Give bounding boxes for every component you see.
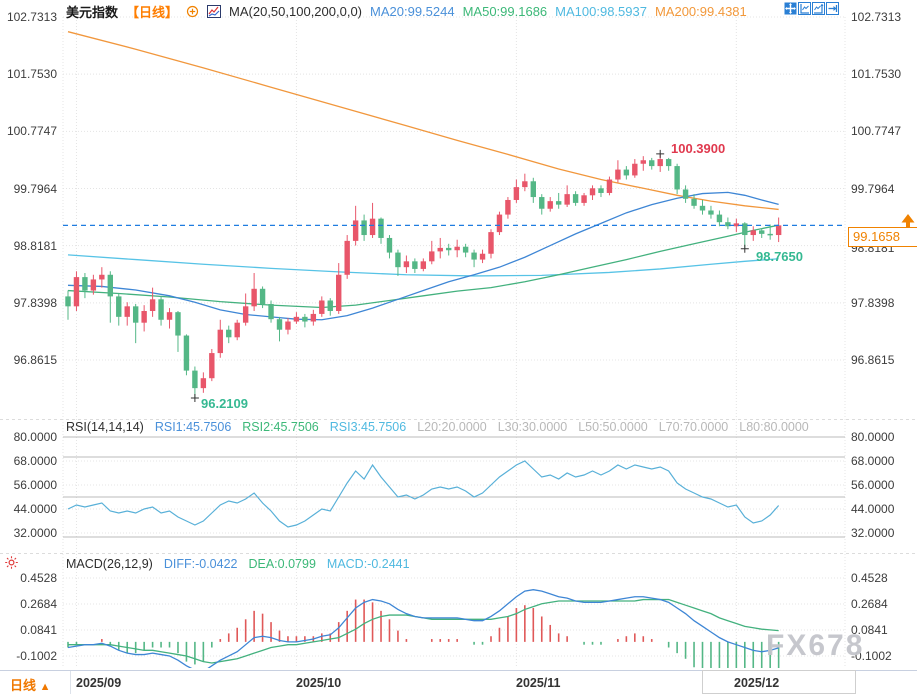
diff-line bbox=[67, 589, 779, 668]
price-axis-label-right: 97.8398 bbox=[851, 296, 895, 310]
rsi-line bbox=[67, 460, 780, 528]
jump-to-latest-button[interactable] bbox=[826, 2, 839, 15]
axis-scale-left-button[interactable] bbox=[798, 2, 811, 15]
price-axis-label-right: 99.7964 bbox=[851, 182, 895, 196]
rsi3-value: RSI3:45.7506 bbox=[329, 420, 407, 434]
rsi-l30-value: L30:30.0000 bbox=[497, 420, 568, 434]
macd-axis-label-left: -0.1002 bbox=[16, 649, 57, 663]
axis-scale-right-button[interactable] bbox=[812, 2, 825, 15]
rsi-axis-label-left: 68.0000 bbox=[13, 454, 57, 468]
rsi1-value: RSI1:45.7506 bbox=[154, 420, 232, 434]
price-axis-label-left: 99.7964 bbox=[13, 182, 57, 196]
macd-axis-label-right: 0.4528 bbox=[851, 571, 888, 585]
move-crosshair-button[interactable] bbox=[784, 2, 797, 15]
price-axis-label-left: 101.7530 bbox=[6, 67, 57, 81]
macd-axis-label-left: 0.2684 bbox=[20, 597, 57, 611]
price-axis-label-left: 102.7313 bbox=[6, 10, 57, 24]
rsi-axis-label-left: 56.0000 bbox=[13, 478, 57, 492]
price-axis-label-left: 100.7747 bbox=[6, 124, 57, 138]
x-axis-date-label: 2025/10 bbox=[296, 676, 342, 690]
ma20-value: MA20:99.5244 bbox=[370, 4, 455, 19]
rsi-axis-label-right: 68.0000 bbox=[851, 454, 895, 468]
price-axis-label-right: 102.7313 bbox=[851, 10, 902, 24]
chart-toolbar bbox=[784, 2, 839, 15]
diff-value: DIFF:-0.0422 bbox=[163, 557, 238, 571]
last-price-box: 99.1658 bbox=[848, 227, 917, 247]
period-tab-daily[interactable]: 日线 ▲ bbox=[10, 678, 51, 693]
price-axis-label-left: 96.8615 bbox=[13, 353, 57, 367]
x-axis-date-label: 2025/12 bbox=[734, 676, 780, 690]
price-axis-label-left: 97.8398 bbox=[13, 296, 57, 310]
rsi-axis-label-left: 32.0000 bbox=[13, 526, 57, 540]
indicator-settings-icon[interactable] bbox=[4, 555, 19, 575]
add-indicator-icon[interactable] bbox=[186, 5, 199, 18]
footer-separator bbox=[70, 671, 71, 694]
extreme-cross-marker bbox=[190, 394, 199, 403]
rsi-l80-value: L80:80.0000 bbox=[739, 420, 809, 434]
rsi-l20-value: L20:20.0000 bbox=[417, 420, 487, 434]
rsi2-value: RSI2:45.7506 bbox=[242, 420, 319, 434]
macd-indicator-header: MACD(26,12,9) DIFF:-0.0422 DEA:0.0799 MA… bbox=[66, 557, 410, 571]
extreme-cross-marker bbox=[740, 244, 749, 253]
dea-line bbox=[68, 598, 779, 664]
chart-type-icon[interactable] bbox=[207, 5, 222, 18]
price-axis-label-right: 96.8615 bbox=[851, 353, 895, 367]
rsi-level-lines bbox=[63, 436, 845, 538]
rsi-name: RSI(14,14,14) bbox=[66, 420, 144, 434]
rsi-l50-value: L50:50.0000 bbox=[578, 420, 648, 434]
extreme-cross-marker bbox=[656, 149, 665, 158]
fx678-watermark: FX678 bbox=[766, 629, 865, 662]
main-indicator-header: 美元指数 【日线】 MA(20,50,100,200,0,0) MA20:99.… bbox=[66, 2, 747, 21]
macd-axis-label-left: 0.4528 bbox=[20, 571, 57, 585]
price-axis-label-right: 101.7530 bbox=[851, 67, 902, 81]
ma200-value: MA200:99.4381 bbox=[654, 4, 747, 19]
macd-axis-label-right: 0.0841 bbox=[851, 623, 888, 637]
ma-indicator-name: MA(20,50,100,200,0,0) bbox=[229, 4, 363, 19]
macd-value: MACD:-0.2441 bbox=[326, 557, 410, 571]
symbol-title: 美元指数 bbox=[66, 5, 119, 20]
rsi-indicator-header: RSI(14,14,14) RSI1:45.7506 RSI2:45.7506 … bbox=[66, 420, 809, 434]
ma100-value: MA100:98.5937 bbox=[555, 4, 647, 19]
x-axis-bar: 日线 ▲ 2025/09 2025/10 2025/11 2025/12 bbox=[0, 670, 917, 694]
price-up-arrow-icon bbox=[898, 213, 917, 233]
rsi-axis-label-left: 44.0000 bbox=[13, 502, 57, 516]
macd-axis-label-right: 0.2684 bbox=[851, 597, 888, 611]
ma-lines bbox=[67, 31, 779, 321]
candlestick-series bbox=[65, 153, 782, 399]
x-axis-date-label: 2025/11 bbox=[516, 676, 561, 690]
rsi-axis-label-right: 32.0000 bbox=[851, 526, 895, 540]
low-price-marker: 96.2109 bbox=[201, 396, 248, 411]
x-axis-date-label: 2025/09 bbox=[76, 676, 122, 690]
ma50-value: MA50:99.1686 bbox=[462, 4, 548, 19]
rsi-axis-label-right: 44.0000 bbox=[851, 502, 895, 516]
price-axis-label-right: 100.7747 bbox=[851, 124, 902, 138]
period-tag[interactable]: 【日线】 bbox=[126, 5, 179, 20]
rsi-axis-label-right: 80.0000 bbox=[851, 430, 895, 444]
macd-name: MACD(26,12,9) bbox=[66, 557, 153, 571]
rsi-l70-value: L70:70.0000 bbox=[658, 420, 729, 434]
dea-value: DEA:0.0799 bbox=[248, 557, 316, 571]
price-axis-label-left: 98.8181 bbox=[13, 239, 57, 253]
swing-low-marker: 98.7650 bbox=[756, 249, 803, 264]
macd-axis-label-right: -0.1002 bbox=[851, 649, 892, 663]
rsi-axis-label-left: 80.0000 bbox=[13, 430, 57, 444]
current-date-box bbox=[702, 670, 856, 694]
macd-axis-label-left: 0.0841 bbox=[20, 623, 57, 637]
rsi-axis-label-right: 56.0000 bbox=[851, 478, 895, 492]
high-price-marker: 100.3900 bbox=[671, 141, 726, 156]
